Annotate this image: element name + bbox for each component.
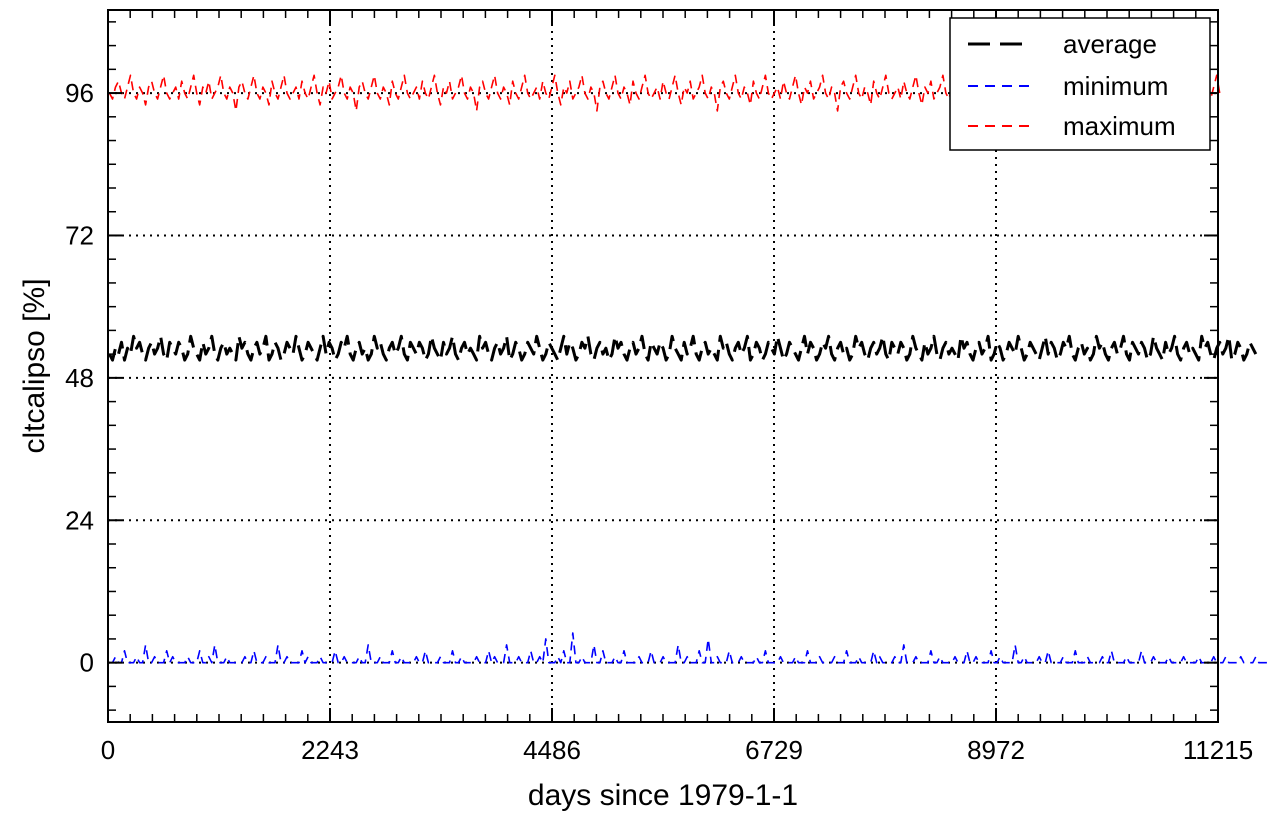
x-tick-label: 2243 <box>301 735 359 765</box>
x-tick-label: 6729 <box>745 735 803 765</box>
series-line-minimum <box>109 632 1268 664</box>
y-tick-label: 48 <box>65 363 94 393</box>
y-tick-label: 72 <box>65 220 94 250</box>
tick-labels: 0 2243 4486 6729 8972 11215 0 24 48 72 96 <box>65 78 1253 765</box>
axis-ticks <box>107 10 1219 722</box>
x-tick-label: 11215 <box>1183 735 1253 765</box>
legend: average minimum maximum <box>949 17 1211 151</box>
x-tick-label: 8972 <box>967 735 1025 765</box>
x-tick-label: 4486 <box>523 735 581 765</box>
y-axis-label: cltcalipso [%] <box>18 278 51 453</box>
legend-box <box>949 17 1211 151</box>
legend-label-minimum: minimum <box>1063 71 1168 101</box>
series-line-average <box>108 334 1258 362</box>
legend-label-average: average <box>1063 29 1157 59</box>
x-tick-label: 0 <box>101 735 115 765</box>
legend-label-maximum: maximum <box>1063 111 1176 141</box>
y-tick-label: 96 <box>65 78 94 108</box>
y-tick-label: 24 <box>65 505 94 535</box>
x-axis-label: days since 1979-1-1 <box>528 779 798 812</box>
y-tick-label: 0 <box>80 648 94 678</box>
